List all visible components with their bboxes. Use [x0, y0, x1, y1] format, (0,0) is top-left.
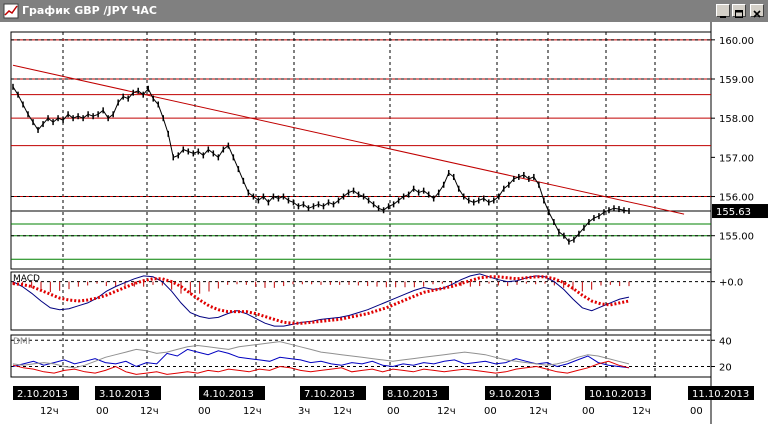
- price-axis-label: 160.00: [719, 36, 754, 47]
- date-badge: [13, 386, 79, 400]
- hour-label: 12ч: [333, 406, 352, 417]
- adx-line: [12, 341, 630, 369]
- dmi-minus-line: [12, 360, 630, 375]
- current-price-badge: [712, 204, 768, 219]
- date-label: 8.10.2013: [387, 389, 438, 400]
- close-icon: [753, 10, 761, 18]
- date-label: 3.10.2013: [99, 389, 150, 400]
- downtrend-line: [12, 64, 685, 215]
- title-bar[interactable]: График GBP /JPY ЧАС: [0, 0, 768, 22]
- date-badge: [585, 386, 651, 400]
- price-axis-label: 159.00: [719, 75, 754, 86]
- minimize-icon: [720, 16, 726, 18]
- maximize-icon: [735, 10, 743, 18]
- date-badge: [95, 386, 161, 400]
- window-title: График GBP /JPY ЧАС: [22, 4, 157, 17]
- price-line: [12, 86, 630, 243]
- date-label: 10.10.2013: [589, 389, 646, 400]
- chart-app-icon: [3, 3, 19, 19]
- dmi-axis-label: 40: [719, 336, 732, 347]
- macd-title: MACD: [13, 274, 40, 284]
- current-price-label: 155.63: [716, 207, 751, 218]
- date-label: 9.10.2013: [489, 389, 540, 400]
- hour-label: 00: [387, 406, 400, 417]
- date-badge: [199, 386, 265, 400]
- date-badge: [300, 386, 366, 400]
- close-button[interactable]: [750, 4, 764, 18]
- dmi-title: DMI: [13, 337, 30, 347]
- minimize-button[interactable]: [716, 4, 730, 18]
- hour-label: 00: [484, 406, 497, 417]
- price-axis-label: 155.00: [719, 232, 754, 243]
- hour-label: 00: [690, 406, 703, 417]
- date-badge: [485, 386, 551, 400]
- macd-axis-label: +0.0: [719, 278, 743, 289]
- hour-label: 12ч: [140, 406, 159, 417]
- hour-label: 00: [96, 406, 109, 417]
- dmi-plus-line: [12, 348, 630, 369]
- date-badge: [688, 386, 754, 400]
- macd-signal-line: [12, 275, 630, 325]
- date-label: 2.10.2013: [17, 389, 68, 400]
- maximize-button[interactable]: [732, 4, 746, 18]
- date-label: 7.10.2013: [304, 389, 355, 400]
- dmi-axis-label: 20: [719, 363, 732, 374]
- hour-label: 00: [582, 406, 595, 417]
- hour-label: 12ч: [40, 406, 59, 417]
- date-label: 4.10.2013: [203, 389, 254, 400]
- hour-label: 3ч: [298, 406, 310, 417]
- hour-label: 12ч: [529, 406, 548, 417]
- price-axis-label: 157.00: [719, 153, 754, 164]
- hour-label: 12ч: [632, 406, 651, 417]
- hour-label: 12ч: [243, 406, 262, 417]
- hour-label: 00: [198, 406, 211, 417]
- price-panel: [10, 31, 712, 270]
- date-badge: [383, 386, 449, 400]
- date-label: 11.10.2013: [692, 389, 749, 400]
- price-axis-label: 156.00: [719, 193, 754, 204]
- forex-chart[interactable]: 160.00 159.00 158.00 157.00 156.00 155.00 155.…: [0, 22, 768, 424]
- hour-label: 12ч: [437, 406, 456, 417]
- price-axis-label: 158.00: [719, 114, 754, 125]
